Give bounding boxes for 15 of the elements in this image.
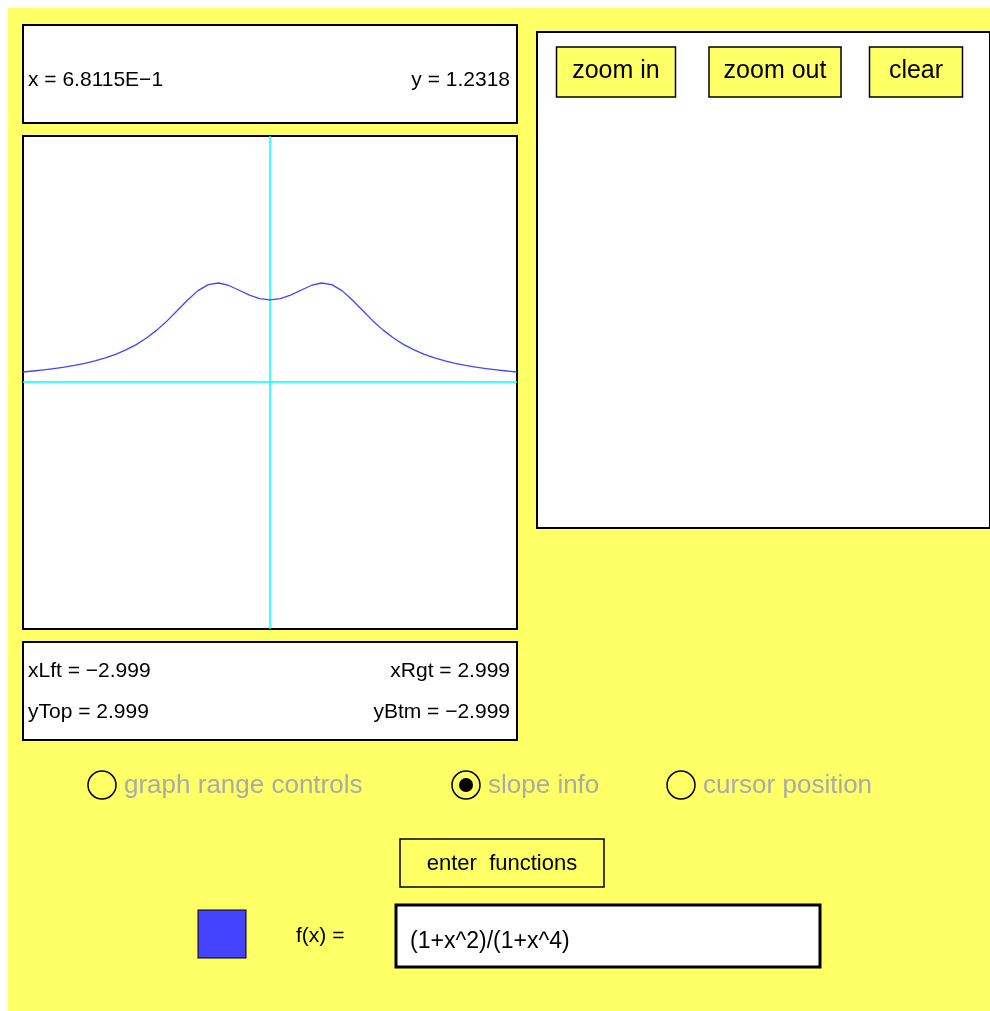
text: y = 1.2318 bbox=[411, 67, 510, 90]
text: f(x) = bbox=[296, 923, 345, 946]
text: graph range controls bbox=[124, 769, 363, 799]
text: clear bbox=[888, 55, 944, 83]
text: xRgt = 2.999 bbox=[390, 658, 510, 681]
text: slope info bbox=[488, 769, 600, 799]
text: xLft = −2.999 bbox=[28, 658, 151, 681]
text: enter functions bbox=[426, 850, 578, 875]
text: cursor position bbox=[703, 769, 873, 799]
text: zoom out bbox=[723, 55, 827, 83]
text: zoom in bbox=[572, 55, 660, 83]
text: yBtm = −2.999 bbox=[373, 699, 510, 722]
text: x = 6.8115E−1 bbox=[28, 67, 164, 90]
text: yTop = 2.999 bbox=[28, 699, 149, 722]
text: (1+x^2)/(1+x^4) bbox=[410, 927, 570, 953]
